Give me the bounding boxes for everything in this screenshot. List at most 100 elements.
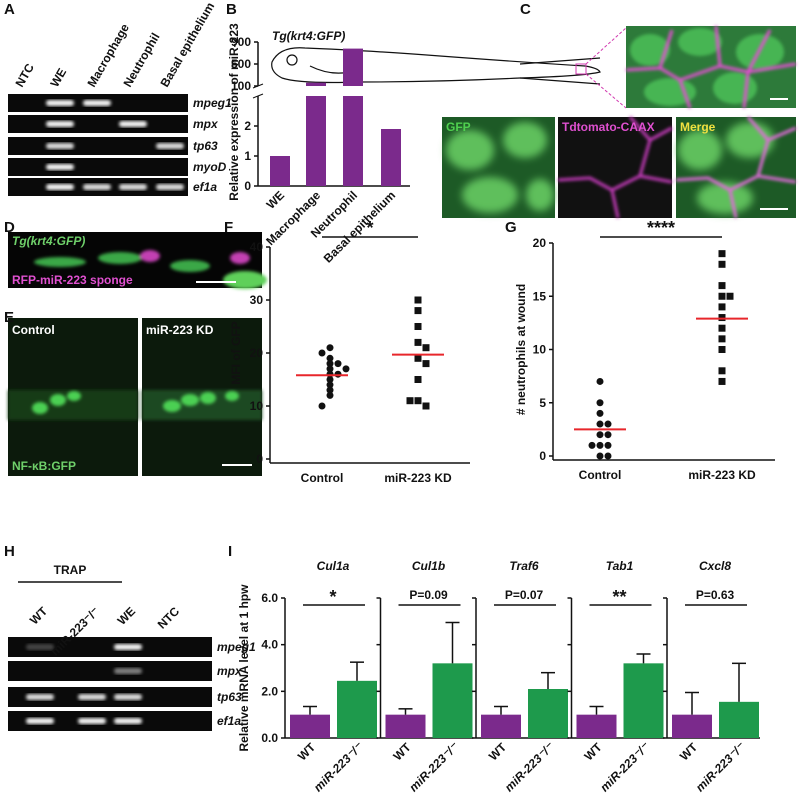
gel-band (114, 668, 142, 674)
data-point (596, 409, 604, 417)
y-tick-label: 15 (533, 289, 547, 303)
subplot-title: Cul1b (412, 559, 445, 573)
channel-label: Merge (680, 120, 716, 134)
data-point (406, 397, 414, 405)
gel-band (26, 694, 54, 700)
data-point (414, 338, 422, 346)
x-tick-label: WT (295, 740, 319, 764)
zoom-line (585, 27, 627, 65)
panel-label: E (4, 309, 14, 326)
gel-band (114, 644, 142, 650)
x-tick-label: Control (301, 471, 344, 485)
lane-label: WE (47, 66, 69, 90)
condition-label: Control (12, 323, 55, 337)
x-tick-label: WT (486, 740, 510, 764)
bar (343, 96, 363, 186)
gel-row (8, 137, 188, 155)
bar (481, 714, 521, 738)
x-tick-label: miR-223⁻/⁻ (597, 739, 652, 794)
image-label: RFP-miR-223 sponge (12, 273, 133, 287)
data-point (334, 360, 342, 368)
data-point (604, 420, 612, 428)
gel-band (83, 184, 111, 190)
gene-label: myoD (193, 160, 227, 174)
y-tick-label: 5 (539, 396, 546, 410)
y-tick-label: 0 (539, 449, 546, 463)
x-tick-label: miR-223 KD (688, 468, 756, 482)
data-point (326, 376, 334, 383)
data-point (604, 431, 612, 439)
channel-label: GFP (446, 120, 471, 134)
gel-row (8, 158, 188, 176)
data-point (718, 314, 726, 322)
bar (719, 701, 759, 738)
micrograph-gfp (442, 117, 555, 218)
y-tick-label: 2 (244, 119, 251, 133)
data-point (718, 346, 726, 353)
data-point (596, 452, 604, 460)
micrograph-zoom (625, 25, 797, 109)
data-point (726, 292, 734, 300)
fish-schematic (271, 47, 601, 85)
gel-row (8, 115, 188, 133)
bar (290, 714, 330, 738)
lane-label: NTC (12, 61, 37, 90)
bar (270, 156, 290, 186)
data-point (318, 349, 326, 357)
channel-label: Tdtomato-CAAX (562, 120, 655, 134)
panel-label: I (228, 543, 232, 560)
data-point (596, 441, 604, 449)
significance-label: **** (647, 218, 675, 238)
gel-band (156, 184, 184, 190)
gel-band (46, 121, 74, 127)
data-point (326, 386, 334, 394)
gene-label: mpx (217, 664, 243, 678)
significance-label: * (366, 218, 373, 238)
data-point (718, 260, 726, 268)
y-tick-label: 500 (231, 57, 251, 71)
y-tick-label: 2.0 (261, 684, 278, 698)
data-point (342, 365, 350, 373)
y-tick-label: 40 (250, 240, 264, 254)
data-point (326, 354, 334, 362)
significance-label: * (329, 587, 336, 607)
bar (337, 680, 377, 738)
gene-label: mpx (193, 117, 219, 131)
data-point (718, 303, 726, 311)
data-point (718, 324, 726, 332)
x-tick-label: Basal epithelium (321, 188, 398, 265)
data-point (596, 377, 604, 385)
panel-c-title: Tg(krt4:GFP) (272, 29, 345, 43)
data-point (318, 402, 326, 410)
gel-band (78, 718, 106, 724)
data-point (588, 441, 596, 449)
y-axis-label: Relative expression of miR-223 (227, 23, 241, 201)
subplot-title: Cul1a (317, 559, 350, 573)
data-point (604, 452, 612, 460)
panel-label: A (4, 1, 15, 18)
group-label: TRAP (54, 563, 87, 577)
gene-label: tp63 (217, 690, 242, 704)
data-point (326, 391, 334, 399)
data-point (326, 344, 334, 352)
x-tick-label: WT (391, 740, 415, 764)
bar (343, 48, 363, 86)
bar (385, 714, 426, 738)
micrograph-merge (675, 116, 797, 219)
data-point (326, 360, 334, 368)
y-tick-label: 6.0 (261, 591, 278, 605)
reporter-label: NF-κB:GFP (12, 459, 76, 473)
bar (306, 82, 326, 86)
lane-label: Basal epithelium (157, 0, 217, 90)
data-point (422, 360, 430, 368)
zoom-box (575, 63, 587, 75)
gel-band (156, 143, 184, 149)
gene-label: ef1a (217, 714, 241, 728)
x-tick-label: miR-223 KD (384, 471, 452, 485)
gel-band (46, 184, 74, 190)
data-point (596, 420, 604, 428)
x-tick-label: miR-223⁻/⁻ (693, 739, 748, 794)
gel-row (8, 711, 212, 731)
subplot-title: Tab1 (606, 559, 634, 573)
